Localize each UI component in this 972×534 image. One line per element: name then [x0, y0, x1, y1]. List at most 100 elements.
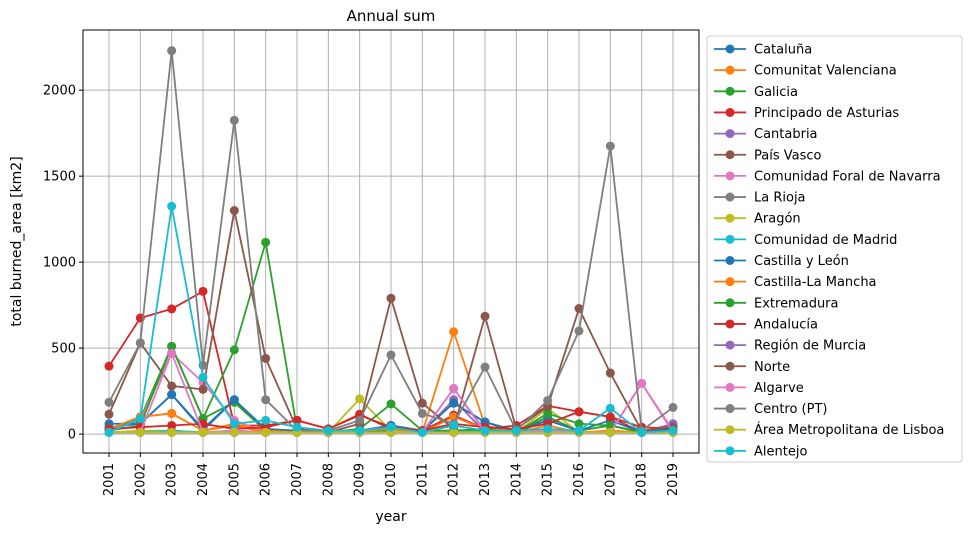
y-tick-label: 1000 [43, 256, 76, 271]
x-axis: 2001 2002 2003 2004 2005 2006 2007 2008 2009 2010… [102, 453, 681, 496]
data-point [574, 419, 584, 429]
legend-label: País Vasco [754, 148, 822, 163]
legend-label: Región de Murcia [754, 339, 866, 354]
x-tick-label: 2013 [478, 463, 493, 496]
legend-marker [725, 446, 735, 456]
x-tick-label: 2008 [321, 463, 336, 496]
x-tick-label: 2003 [165, 463, 180, 496]
x-tick-label: 2017 [603, 463, 618, 496]
x-tick-label: 2007 [290, 463, 305, 496]
data-point [480, 311, 490, 321]
data-point [104, 427, 114, 437]
legend-item: Comunitat Valenciana [714, 64, 897, 79]
legend-label: Galicia [754, 85, 798, 100]
data-point [167, 381, 177, 391]
legend-item: Comunidad de Madrid [714, 233, 897, 248]
legend-label: Comunidad Foral de Navarra [754, 169, 941, 184]
legend-label: Norte [754, 360, 790, 375]
chart-title: Annual sum [347, 7, 436, 25]
data-point [261, 427, 271, 437]
legend-marker [725, 404, 735, 414]
data-point [167, 348, 177, 358]
legend-marker [725, 171, 735, 181]
legend-item: Región de Murcia [714, 339, 866, 354]
legend-label: La Rioja [754, 191, 806, 206]
data-point [355, 394, 365, 404]
data-point [574, 304, 584, 314]
legend-item: Norte [714, 360, 790, 375]
legend-item: Alentejo [714, 444, 807, 459]
x-tick-label: 2011 [415, 463, 430, 496]
x-tick-label: 2015 [541, 463, 556, 496]
data-point [198, 384, 208, 394]
x-tick-label: 2002 [133, 463, 148, 496]
data-point [668, 426, 678, 436]
legend-item: Centro (PT) [714, 402, 827, 417]
legend-marker [725, 256, 735, 265]
legend-item: País Vasco [714, 148, 822, 163]
legend-label: Extremadura [754, 296, 839, 311]
data-point [104, 397, 114, 407]
data-point [637, 427, 647, 437]
x-tick-label: 2001 [102, 463, 117, 496]
data-point [605, 412, 615, 422]
data-point [449, 384, 459, 394]
data-point [386, 293, 396, 303]
data-point [605, 141, 615, 151]
data-point [323, 426, 333, 436]
x-tick-label: 2012 [447, 463, 462, 496]
legend-label: Cantabria [754, 127, 818, 142]
x-axis-label: year [375, 509, 406, 525]
data-point [135, 414, 145, 424]
legend-item: Castilla-La Mancha [714, 275, 877, 290]
data-point [229, 345, 239, 355]
legend-label: Comunitat Valenciana [754, 64, 897, 79]
data-point [198, 427, 208, 437]
data-point [355, 426, 365, 436]
data-point [605, 403, 615, 413]
data-point [261, 237, 271, 247]
data-point [104, 409, 114, 419]
legend-item: Área Metropolitana de Lisboa [714, 422, 944, 438]
data-point [574, 326, 584, 336]
data-point [574, 407, 584, 417]
legend-marker [725, 319, 735, 329]
data-point [543, 424, 553, 434]
legend-marker [725, 65, 735, 75]
x-tick-label: 2004 [196, 463, 211, 496]
y-axis-label: total burned_area [km2] [9, 156, 25, 326]
data-point [637, 378, 647, 388]
data-point [605, 427, 615, 437]
legend-marker [725, 361, 735, 371]
legend-marker [725, 277, 735, 287]
legend-item: Cantabria [714, 127, 818, 142]
data-point [104, 361, 114, 371]
legend-item: Extremadura [714, 296, 839, 311]
y-tick-label: 1500 [43, 170, 76, 185]
data-point [355, 415, 365, 425]
legend-label: Cataluña [754, 43, 812, 58]
data-point [417, 427, 427, 437]
data-point [543, 396, 553, 406]
legend-marker [725, 298, 735, 308]
legend-label: Principado de Asturias [754, 106, 899, 121]
data-point [135, 338, 145, 348]
legend-item: Castilla y León [714, 254, 849, 269]
legend-marker [725, 150, 735, 160]
data-point [261, 395, 271, 405]
legend: Cataluña Comunitat Valenciana Galicia Princ… [706, 35, 963, 463]
data-point [668, 402, 678, 412]
y-tick-label: 0 [68, 428, 76, 443]
data-point [167, 341, 177, 351]
series-layer [104, 46, 678, 437]
legend-box [706, 35, 963, 463]
data-point [574, 426, 584, 436]
data-point [229, 395, 239, 405]
data-point [167, 390, 177, 400]
legend-item: Algarve [714, 381, 804, 396]
legend-marker [725, 382, 735, 392]
data-point [261, 353, 271, 363]
legend-label: Algarve [754, 381, 804, 396]
legend-label: Centro (PT) [754, 402, 827, 417]
